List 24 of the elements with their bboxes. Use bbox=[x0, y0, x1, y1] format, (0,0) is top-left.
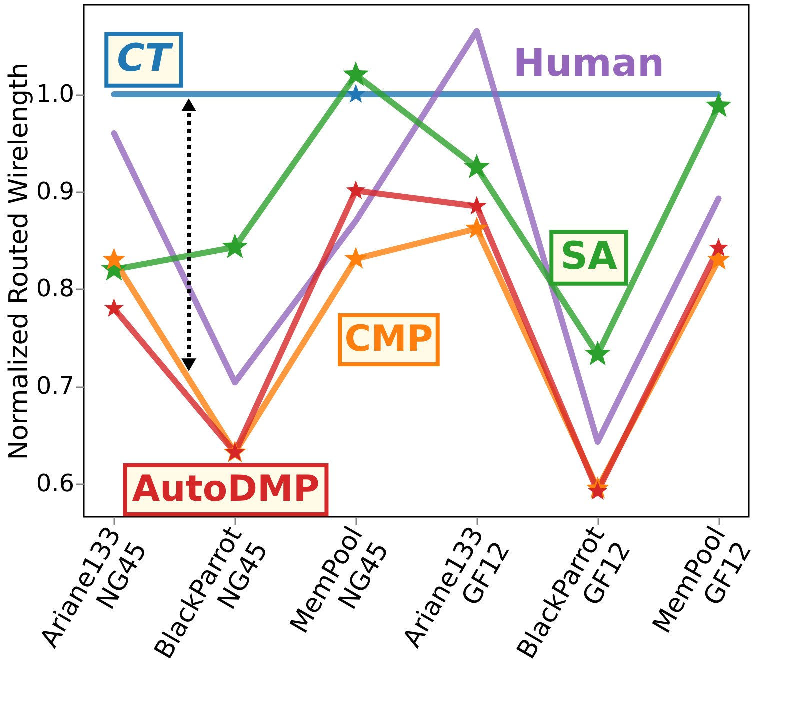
y-tick-label: 1.0 bbox=[36, 80, 74, 108]
point bbox=[343, 61, 369, 86]
series-label: SA bbox=[560, 234, 618, 278]
point bbox=[466, 216, 488, 239]
point bbox=[222, 234, 248, 258]
series-label: AutoDMP bbox=[132, 469, 320, 510]
point bbox=[102, 248, 126, 270]
point bbox=[467, 196, 487, 215]
y-tick-label: 0.8 bbox=[36, 274, 74, 303]
point bbox=[706, 92, 732, 118]
point bbox=[344, 247, 368, 269]
y-tick-label: 0.7 bbox=[36, 372, 74, 400]
y-tick-label: 0.9 bbox=[36, 177, 74, 206]
y-axis-title: Normalized Routed Wirelength bbox=[4, 62, 34, 460]
point bbox=[588, 481, 608, 500]
point bbox=[709, 238, 729, 257]
point bbox=[464, 154, 490, 179]
series-label: CMP bbox=[344, 319, 434, 360]
point bbox=[584, 340, 611, 366]
y-tick-label: 0.6 bbox=[36, 469, 74, 498]
point bbox=[346, 180, 366, 200]
series-label: Human bbox=[513, 41, 665, 85]
series-label: CT bbox=[117, 36, 174, 80]
point bbox=[104, 298, 124, 317]
